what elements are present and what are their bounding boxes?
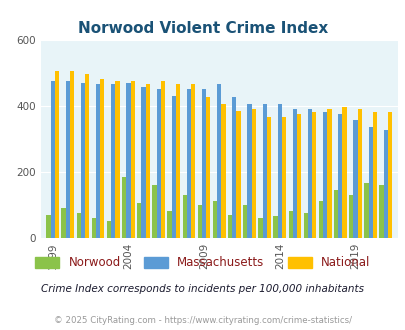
Bar xyxy=(55,71,59,238)
Bar xyxy=(206,97,210,238)
Bar xyxy=(137,203,141,238)
Bar xyxy=(46,214,51,238)
Bar xyxy=(266,117,271,238)
Bar xyxy=(363,183,368,238)
Bar xyxy=(352,120,357,238)
Bar xyxy=(236,111,240,238)
Bar xyxy=(228,214,232,238)
Bar xyxy=(307,109,311,238)
Bar xyxy=(348,195,352,238)
Bar xyxy=(342,107,346,238)
Bar xyxy=(379,185,383,238)
Bar xyxy=(152,185,156,238)
Text: © 2025 CityRating.com - https://www.cityrating.com/crime-statistics/: © 2025 CityRating.com - https://www.city… xyxy=(54,316,351,325)
Bar xyxy=(115,81,119,238)
Legend: Norwood, Massachusetts, National: Norwood, Massachusetts, National xyxy=(30,252,375,274)
Text: Norwood Violent Crime Index: Norwood Violent Crime Index xyxy=(78,21,327,36)
Bar xyxy=(372,112,376,238)
Bar xyxy=(288,211,292,238)
Bar xyxy=(175,84,180,238)
Bar xyxy=(182,195,186,238)
Bar xyxy=(191,84,195,238)
Bar xyxy=(221,104,225,238)
Bar xyxy=(141,87,145,238)
Bar xyxy=(92,218,96,238)
Bar xyxy=(111,84,115,238)
Bar xyxy=(66,81,70,238)
Bar xyxy=(160,81,165,238)
Bar xyxy=(51,81,55,238)
Bar xyxy=(96,84,100,238)
Bar xyxy=(273,216,277,238)
Bar xyxy=(77,213,81,238)
Bar xyxy=(383,130,387,238)
Bar xyxy=(70,71,74,238)
Bar xyxy=(145,84,149,238)
Bar xyxy=(232,97,236,238)
Bar xyxy=(201,89,206,238)
Bar xyxy=(243,205,247,238)
Bar xyxy=(322,112,326,238)
Bar xyxy=(258,218,262,238)
Bar xyxy=(292,109,296,238)
Bar xyxy=(277,104,281,238)
Bar xyxy=(326,109,331,238)
Bar xyxy=(251,109,255,238)
Bar xyxy=(212,201,217,238)
Bar xyxy=(296,114,301,238)
Bar xyxy=(357,109,361,238)
Bar xyxy=(167,211,171,238)
Bar xyxy=(368,127,372,238)
Bar xyxy=(171,96,175,238)
Bar xyxy=(311,112,315,238)
Text: Crime Index corresponds to incidents per 100,000 inhabitants: Crime Index corresponds to incidents per… xyxy=(41,284,364,294)
Bar xyxy=(122,177,126,238)
Bar xyxy=(337,114,342,238)
Bar xyxy=(247,104,251,238)
Bar xyxy=(318,201,322,238)
Bar xyxy=(281,117,286,238)
Bar xyxy=(262,104,266,238)
Bar xyxy=(81,82,85,238)
Bar xyxy=(197,205,201,238)
Bar xyxy=(387,112,391,238)
Bar xyxy=(217,84,221,238)
Bar xyxy=(156,89,160,238)
Bar xyxy=(85,74,89,238)
Bar xyxy=(186,89,191,238)
Bar xyxy=(107,221,111,238)
Bar xyxy=(130,81,134,238)
Bar xyxy=(126,82,130,238)
Bar xyxy=(333,190,337,238)
Bar xyxy=(303,213,307,238)
Bar xyxy=(100,79,104,238)
Bar xyxy=(61,208,66,238)
